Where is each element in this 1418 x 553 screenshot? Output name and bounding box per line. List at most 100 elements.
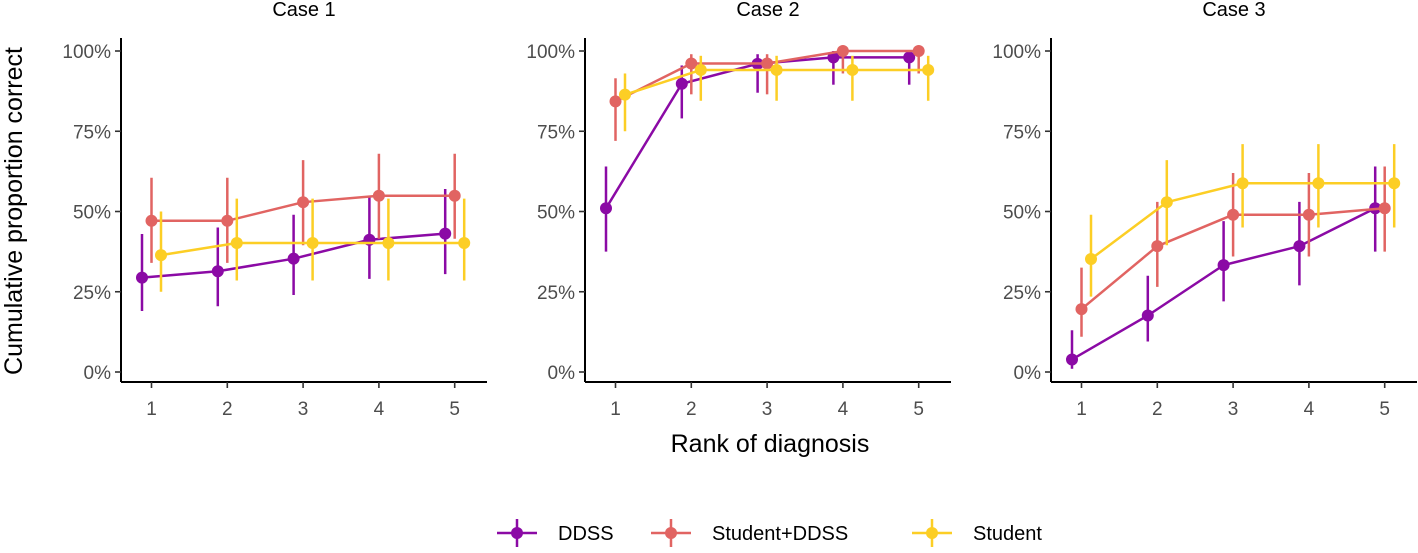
y-tick-label: 25% [73,283,111,304]
data-point [1085,253,1097,266]
legend-label: Student [973,523,1042,545]
panel-2: Case 2 0% 25% 50% 75% 100% 1 2 3 4 5 [526,0,951,420]
x-tick-label: 3 [298,399,309,420]
data-point [609,95,622,108]
x-tick-label: 5 [1379,399,1390,420]
series-ddss [136,189,452,312]
y-tick-label: 75% [73,122,111,143]
data-point [145,214,158,227]
legend-key-point [926,527,938,539]
series-ddss [600,51,916,252]
y-tick-label: 50% [73,203,111,224]
data-point [382,236,395,249]
data-point [846,63,859,76]
x-tick-label: 4 [1304,399,1315,420]
data-point [922,63,935,76]
data-point [230,236,243,249]
y-tick-label: 0% [548,363,576,384]
series-student-ddss [1075,166,1391,337]
y-tick-label: 25% [537,283,575,304]
data-point [1160,196,1173,209]
data-point [675,77,688,90]
legend-label: DDSS [558,523,614,545]
series-student-ddss [609,45,925,141]
data-point [1312,177,1325,190]
data-point [448,189,461,202]
data-point [221,214,234,227]
series-student-ddss [145,153,461,263]
x-tick-label: 3 [1228,399,1239,420]
data-point [1293,240,1306,253]
legend-label: Student+DDSS [712,523,848,545]
data-point [136,271,148,284]
series-student [1085,144,1401,297]
legend: DDSS Student+DDSS Student [497,519,1042,547]
data-point [694,63,707,76]
data-point [1236,177,1249,190]
x-tick-label: 4 [374,399,385,420]
y-tick-label: 25% [1003,283,1041,304]
data-point [685,57,698,70]
y-tick-label: 100% [526,42,575,63]
data-point [297,196,310,209]
series-student [155,198,471,292]
data-point [761,57,774,70]
panel-3: Case 3 0% 25% 50% 75% 100% 1 2 3 4 5 [992,0,1417,420]
data-point [1388,177,1401,190]
panel-title: Case 2 [736,0,799,21]
legend-item-ddss: DDSS [497,519,614,547]
data-point [836,45,849,57]
data-point [306,236,319,249]
x-tick-label: 4 [838,399,849,420]
data-point [1227,208,1240,221]
data-point [1141,309,1154,322]
x-tick-label: 1 [610,399,621,420]
y-tick-label: 0% [84,363,112,384]
x-tick-label: 5 [449,399,460,420]
data-point [155,249,167,262]
x-axis-title: Rank of diagnosis [671,430,870,458]
x-tick-label: 3 [762,399,773,420]
data-point [1066,353,1078,366]
x-tick-label: 2 [222,399,233,420]
series-student [619,55,935,132]
data-point [1217,259,1230,272]
data-point [1075,303,1088,316]
data-point [1302,208,1315,221]
y-tick-label: 100% [992,42,1041,63]
data-point [287,252,300,265]
data-point [770,63,783,76]
data-point [912,45,925,57]
data-point [439,227,452,240]
legend-key-point [665,527,677,539]
data-point [600,202,612,215]
data-point [1151,240,1164,253]
data-point [372,189,385,202]
data-point [458,236,471,249]
y-tick-label: 100% [62,42,111,63]
x-tick-label: 1 [146,399,157,420]
y-tick-label: 0% [1014,363,1042,384]
data-point [619,88,631,101]
x-tick-label: 2 [1152,399,1163,420]
series-ddss [1066,166,1382,369]
data-point [211,265,224,278]
panel-title: Case 3 [1202,0,1265,21]
x-tick-label: 2 [686,399,697,420]
x-tick-label: 5 [913,399,924,420]
y-tick-label: 50% [1003,203,1041,224]
y-tick-label: 50% [537,203,575,224]
x-tick-label: 1 [1076,399,1087,420]
data-point [827,51,840,64]
legend-item-student-ddss: Student+DDSS [651,519,848,547]
y-tick-label: 75% [1003,122,1041,143]
data-point [1378,202,1391,215]
panel-1: Case 1 0% 25% 50% 75% 100% 1 2 3 4 5 [62,0,487,420]
y-axis-title: Cumulative proportion correct [0,47,28,375]
y-tick-label: 75% [537,122,575,143]
panel-title: Case 1 [272,0,335,21]
legend-key-point [511,527,523,539]
legend-item-student: Student [912,519,1042,547]
